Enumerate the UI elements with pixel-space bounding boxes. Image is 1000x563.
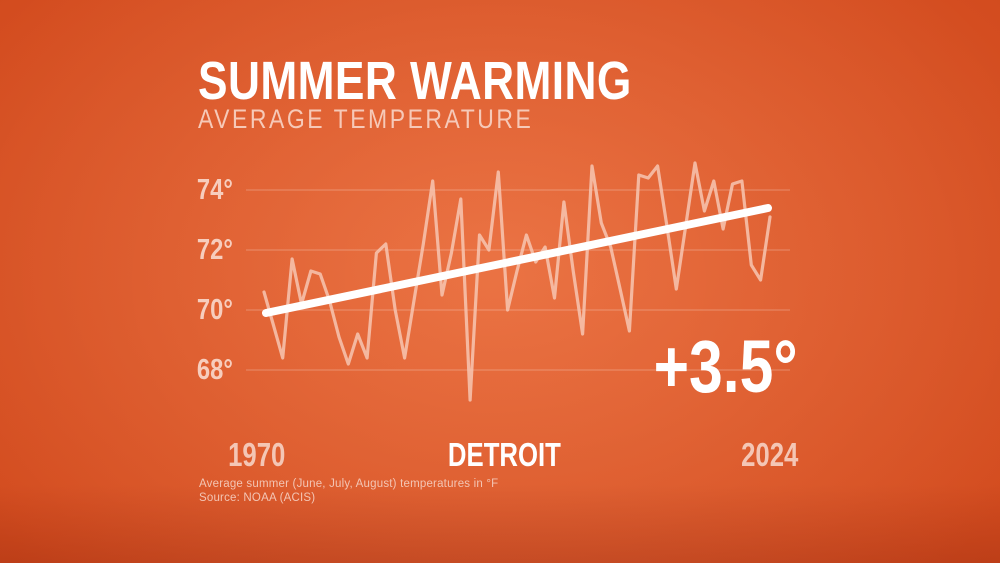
page-subtitle: AVERAGE TEMPERATURE <box>198 106 593 133</box>
page-title: SUMMER WARMING <box>198 54 727 108</box>
page-subtitle-text: AVERAGE TEMPERATURE <box>198 104 534 134</box>
y-axis-tick-68: 68° <box>197 354 233 386</box>
trend-line <box>262 204 772 317</box>
y-axis-tick-70: 70° <box>197 294 233 326</box>
x-axis-end-year: 2024 <box>741 436 799 473</box>
footnote-description: Average summer (June, July, August) temp… <box>199 478 499 490</box>
footnote-source: Source: NOAA (ACIS) <box>199 492 316 504</box>
y-axis-tick-72: 72° <box>197 234 233 266</box>
page-title-text: SUMMER WARMING <box>198 51 632 111</box>
y-axis-tick-74: 74° <box>197 174 233 206</box>
trend-delta-annotation: +3.5° <box>653 325 798 408</box>
x-axis-city-label: DETROIT <box>447 436 561 473</box>
x-axis-start-year: 1970 <box>228 436 286 473</box>
